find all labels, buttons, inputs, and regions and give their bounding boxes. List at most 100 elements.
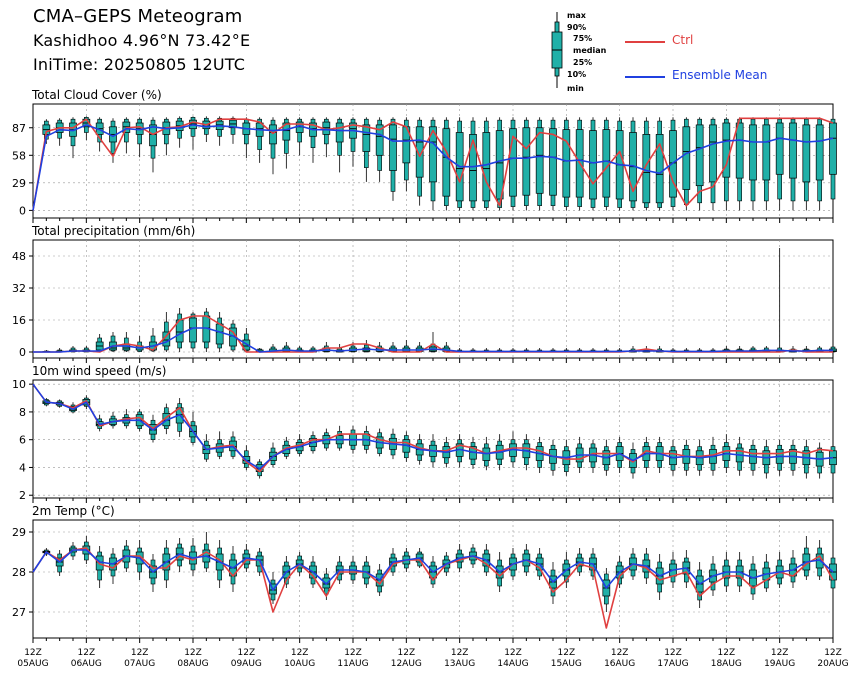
box-inner (789, 122, 797, 179)
y-tick-label: 4 (19, 461, 26, 474)
x-date-label: 20AUG (817, 659, 848, 669)
box-inner (535, 127, 544, 194)
box-inner (415, 126, 424, 178)
box-inner (375, 124, 384, 156)
panel-title: Total Cloud Cover (%) (31, 88, 162, 102)
box-inner (762, 124, 771, 181)
box-inner (709, 124, 717, 183)
legend-p25: 25% (573, 58, 593, 67)
chart-title: CMA–GEPS Meteogram (33, 6, 243, 27)
x-date-label: 15AUG (551, 659, 582, 669)
box-inner (735, 122, 744, 179)
box-inner (802, 124, 811, 183)
x-date-label: 14AUG (497, 659, 528, 669)
y-tick-label: 48 (12, 250, 26, 263)
x-date-label: 10AUG (284, 659, 315, 669)
x-date-label: 09AUG (231, 659, 262, 669)
x-hour-label: 12Z (824, 648, 842, 658)
box-inner (149, 124, 157, 147)
y-tick-label: 10 (12, 378, 26, 391)
x-date-label: 13AUG (444, 659, 475, 669)
legend-p90: 90% (567, 23, 587, 32)
panel-title: 2m Temp (°C) (32, 504, 115, 518)
legend-box-glyph (551, 12, 563, 88)
legend-min: min (567, 84, 584, 93)
box-legend: max 90% 75% median 25% 10% min (545, 8, 635, 94)
x-date-label: 06AUG (71, 659, 102, 669)
box-inner (242, 339, 251, 351)
x-date-label: 11AUG (337, 659, 368, 669)
x-hour-label: 12Z (558, 648, 576, 658)
x-date-label: 07AUG (124, 659, 155, 669)
x-hour-label: 12Z (291, 648, 309, 658)
legend-mean-line (625, 76, 665, 78)
y-tick-label: 58 (12, 149, 26, 162)
box-inner (562, 129, 571, 198)
x-hour-label: 12Z (664, 648, 682, 658)
ctrl-line (32, 117, 834, 211)
box-inner (815, 124, 824, 181)
ensemble-mean-line (32, 124, 834, 211)
box-inner (442, 128, 451, 197)
legend-ctrl-line (625, 41, 665, 43)
legend-median: median (573, 46, 607, 55)
x-hour-label: 12Z (611, 648, 629, 658)
box-inner (589, 130, 597, 200)
box-inner (215, 323, 224, 345)
y-tick-label: 6 (19, 434, 26, 447)
init-time-label: IniTime: 20250805 12UTC (33, 55, 246, 74)
box-inner (469, 134, 477, 202)
ctrl-line (32, 547, 834, 629)
ensemble-mean-line (32, 549, 834, 591)
y-tick-label: 29 (12, 177, 26, 190)
box-inner (749, 124, 757, 181)
legend-ctrl-label: Ctrl (672, 33, 694, 47)
box-inner (495, 130, 504, 200)
box-inner (189, 317, 197, 343)
y-tick-label: 32 (12, 282, 26, 295)
box-inner (269, 124, 277, 145)
x-hour-label: 12Z (238, 648, 256, 658)
ensemble-mean-line (32, 383, 834, 470)
y-tick-label: 16 (12, 314, 26, 327)
box-inner (335, 122, 344, 143)
box-inner (655, 134, 664, 204)
box-inner (429, 126, 437, 183)
legend-p10: 10% (567, 70, 587, 79)
x-date-label: 19AUG (764, 659, 795, 669)
box-inner (389, 124, 397, 171)
box-inner (602, 129, 611, 198)
x-hour-label: 12Z (24, 648, 42, 658)
box-inner (775, 122, 784, 175)
x-hour-label: 12Z (504, 648, 522, 658)
box-inner (829, 122, 837, 175)
y-tick-label: 87 (12, 122, 26, 135)
y-tick-label: 2 (19, 489, 26, 502)
x-hour-label: 12Z (718, 648, 736, 658)
x-date-label: 16AUG (604, 659, 635, 669)
legend-max: max (567, 11, 586, 20)
x-hour-label: 12Z (451, 648, 469, 658)
y-tick-label: 27 (12, 606, 26, 619)
y-tick-label: 0 (19, 346, 26, 359)
x-hour-label: 12Z (771, 648, 789, 658)
x-date-label: 12AUG (391, 659, 422, 669)
box-inner (482, 132, 491, 202)
y-tick-label: 0 (19, 204, 26, 217)
x-hour-label: 12Z (184, 648, 202, 658)
box-inner (522, 127, 531, 196)
x-date-label: 08AUG (177, 659, 208, 669)
x-date-label: 05AUG (17, 659, 48, 669)
box-inner (509, 128, 517, 197)
box-inner (282, 122, 291, 141)
box-inner (682, 126, 691, 190)
box-inner (549, 128, 557, 196)
panel-title: 10m wind speed (m/s) (32, 364, 166, 378)
y-tick-label: 28 (12, 566, 26, 579)
x-hour-label: 12Z (344, 648, 362, 658)
box-inner (695, 124, 704, 187)
y-tick-label: 29 (12, 526, 26, 539)
x-hour-label: 12Z (78, 648, 96, 658)
y-tick-label: 8 (19, 406, 26, 419)
